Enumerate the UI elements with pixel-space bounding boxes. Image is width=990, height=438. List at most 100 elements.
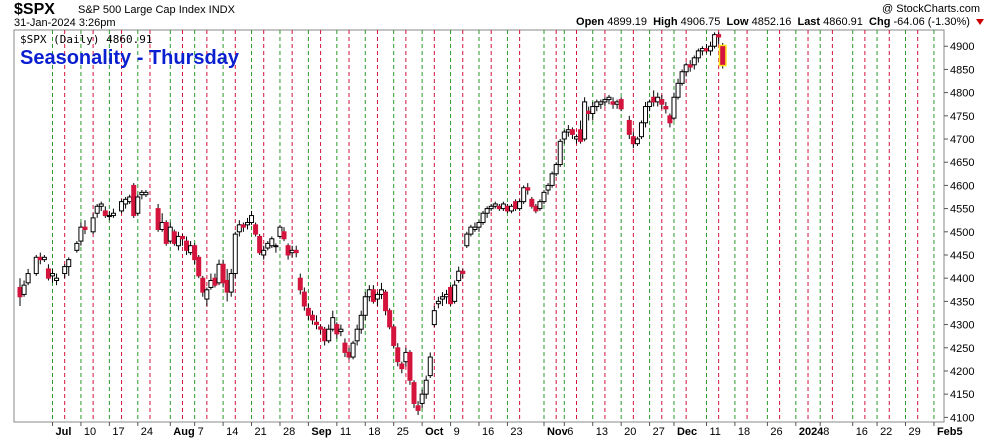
candle[interactable] [102,206,108,218]
candle[interactable] [448,285,454,307]
candle[interactable] [407,350,413,385]
candle[interactable] [330,310,336,332]
candle[interactable] [297,273,303,295]
candle[interactable] [25,268,31,286]
candle[interactable] [224,268,230,302]
candle[interactable] [33,254,39,276]
candle[interactable] [127,194,133,204]
candle[interactable] [131,183,137,218]
candle[interactable] [17,278,23,307]
candle[interactable] [188,241,194,255]
candle[interactable] [638,120,644,140]
candle[interactable] [594,99,600,112]
candle[interactable] [94,203,100,218]
candle[interactable] [403,347,409,367]
candle[interactable] [374,292,380,307]
candle[interactable] [110,208,116,218]
candle[interactable] [573,134,579,144]
symbol-label[interactable]: $SPX [14,1,55,18]
candle[interactable] [265,241,271,251]
candle[interactable] [529,197,535,209]
candle[interactable] [285,243,291,260]
candle[interactable] [301,287,307,311]
candle[interactable] [614,99,620,109]
candle[interactable] [293,245,299,258]
candle[interactable] [21,280,27,297]
candle[interactable] [578,120,584,144]
candle[interactable] [598,99,604,109]
candle[interactable] [427,352,433,378]
candle[interactable] [549,171,555,188]
candle[interactable] [155,203,161,232]
candle[interactable] [647,99,653,112]
watermark[interactable]: @ StockCharts.com [882,3,980,15]
candle[interactable] [419,389,425,409]
candle[interactable] [525,183,531,195]
candle[interactable] [379,282,385,300]
candle[interactable] [175,231,181,251]
candle[interactable] [49,268,55,283]
candle[interactable] [699,46,705,56]
candle[interactable] [74,241,80,253]
candle[interactable] [517,199,523,211]
candle[interactable] [342,338,348,358]
candle[interactable] [537,199,543,211]
candle[interactable] [208,273,214,290]
candle[interactable] [606,94,612,105]
candle[interactable] [366,285,372,302]
candle[interactable] [399,361,405,374]
candle[interactable] [273,243,279,253]
candle[interactable] [472,222,478,232]
candle[interactable] [675,78,681,100]
candle[interactable] [354,324,360,346]
candle[interactable] [691,55,697,70]
candle[interactable] [253,222,259,237]
candle[interactable] [456,266,462,283]
candle[interactable] [119,199,125,214]
candle[interactable] [159,213,165,232]
candle[interactable] [586,106,592,121]
candle[interactable] [553,162,559,177]
candle[interactable] [82,220,88,235]
candle[interactable] [281,227,287,242]
candle[interactable] [655,92,661,107]
candle[interactable] [423,375,429,399]
candle[interactable] [659,94,665,109]
candle[interactable] [106,210,112,221]
candle[interactable] [314,315,320,330]
candle[interactable] [431,306,437,327]
candle[interactable] [387,308,393,330]
candle[interactable] [468,224,474,237]
candle[interactable] [634,136,640,146]
candle[interactable] [350,340,356,360]
candle[interactable] [663,101,669,114]
candle[interactable] [533,203,539,214]
candle[interactable] [626,115,632,140]
candle[interactable] [480,210,486,225]
candle[interactable] [508,203,514,214]
candle[interactable] [504,203,510,214]
candle[interactable] [492,201,498,209]
candle[interactable] [171,229,177,246]
candle[interactable] [322,326,328,346]
candle[interactable] [557,139,563,167]
candle[interactable] [45,264,51,281]
candle[interactable] [37,252,43,265]
candle[interactable] [66,257,72,276]
candle[interactable] [318,324,324,334]
candle[interactable] [411,380,417,409]
candle[interactable] [651,90,657,107]
candle[interactable] [618,97,624,112]
candle[interactable] [460,268,466,279]
candle[interactable] [679,69,685,86]
candle[interactable] [610,97,616,109]
candle[interactable] [513,199,519,211]
candle[interactable] [602,97,608,107]
candle[interactable] [476,220,482,232]
candle[interactable] [179,234,185,246]
candle[interactable] [541,190,547,204]
candle[interactable] [123,197,129,209]
candle[interactable] [395,343,401,367]
candle[interactable] [708,41,714,56]
